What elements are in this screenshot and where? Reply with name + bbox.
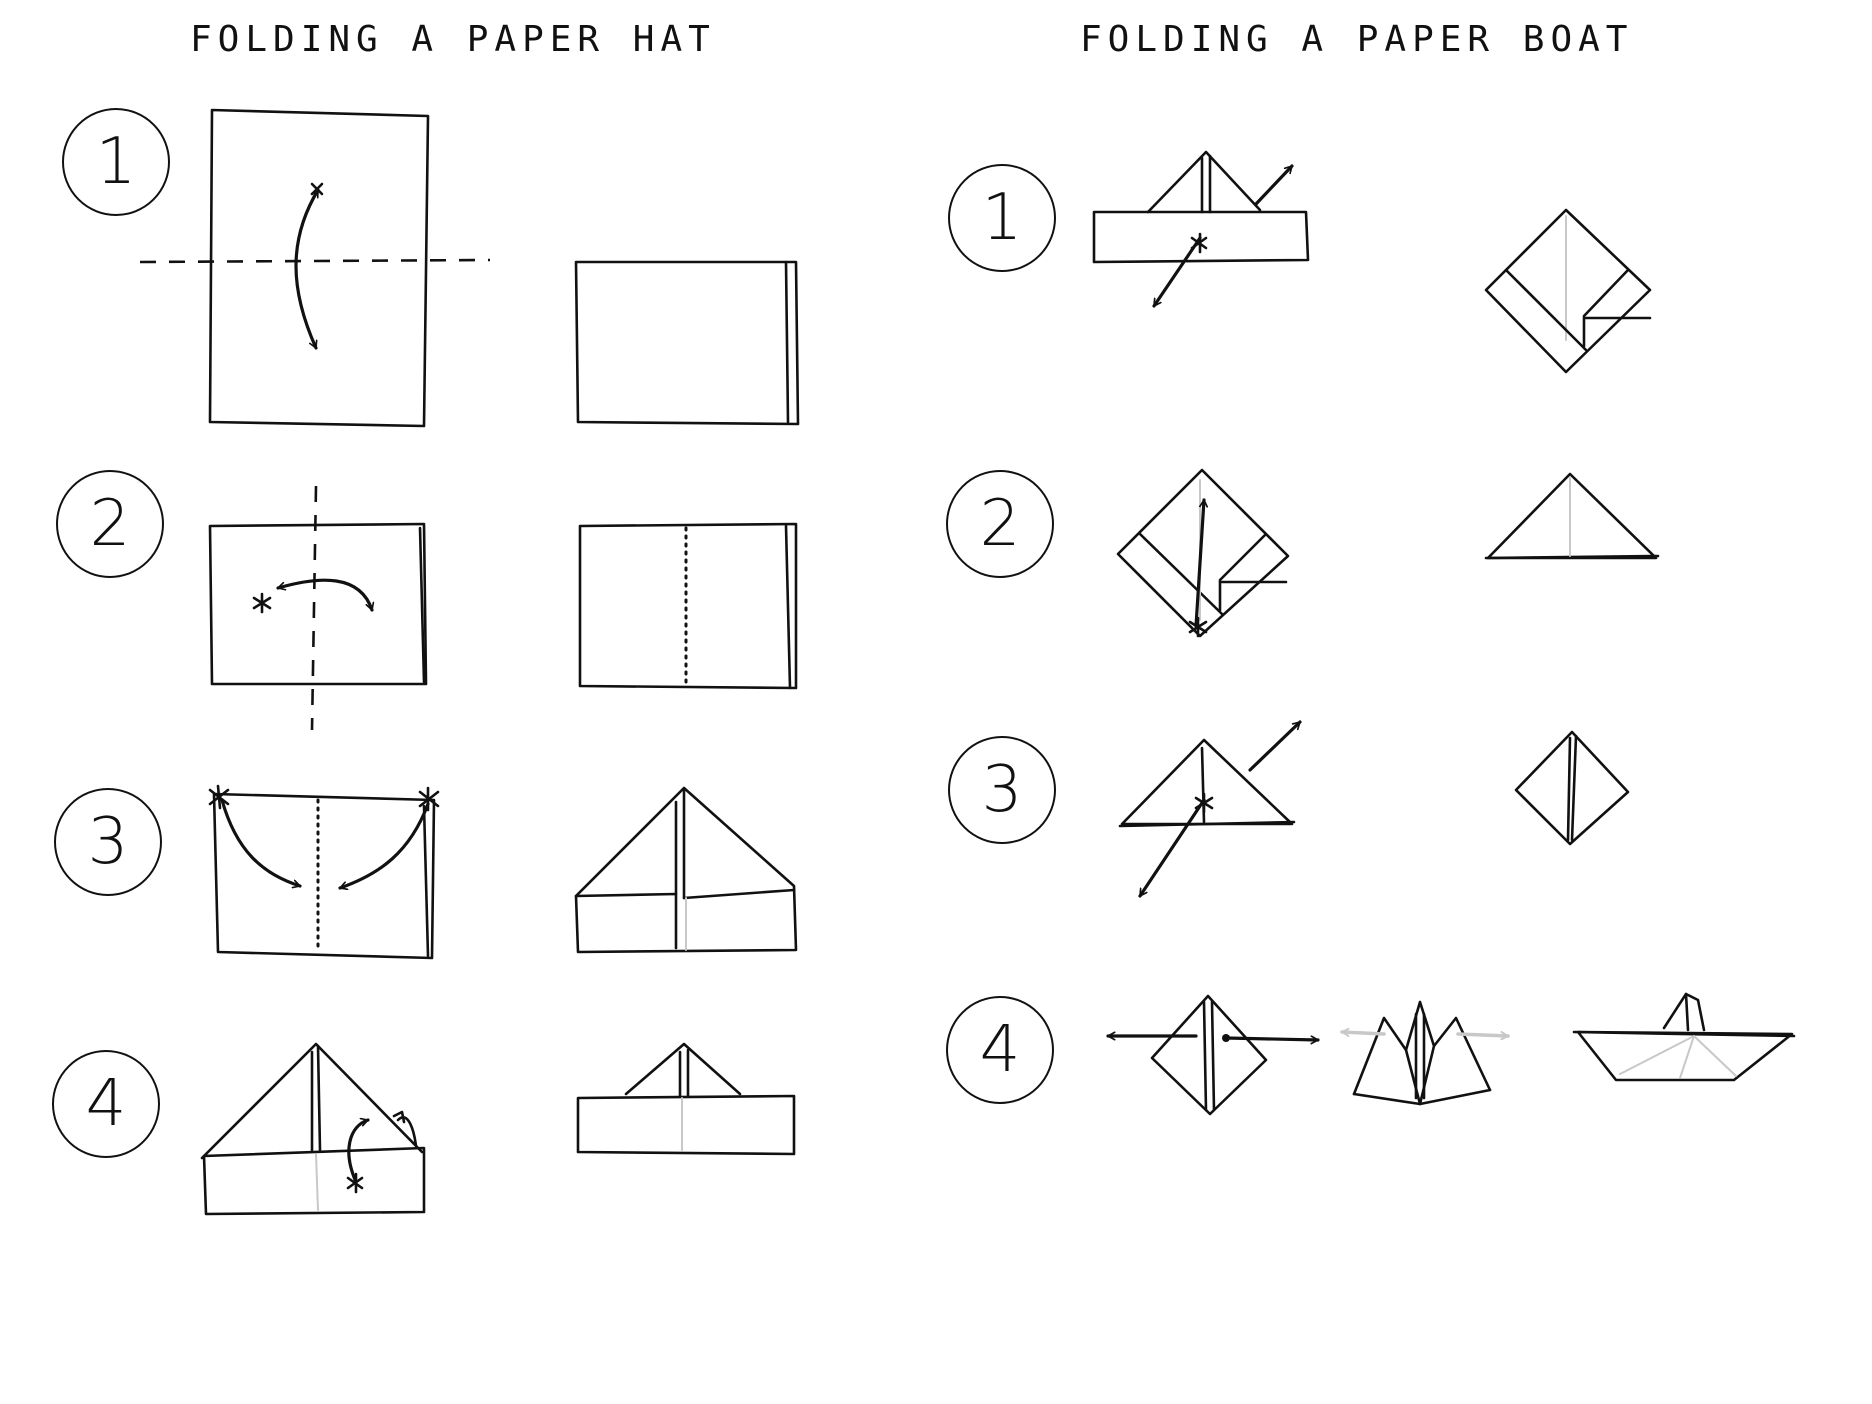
hat-step-3-number: 3 [54,788,162,896]
boat-step-1-hat-diagram [1092,150,1310,308]
boat-step-4-number: 4 [946,996,1054,1104]
hat-step-2-sheet-diagram [208,485,428,731]
boat-step-2-number: 2 [946,470,1054,578]
boat-step-2-diamond-diagram [1116,468,1290,638]
hat-step-2-result-diagram [578,522,798,690]
hat-instructions-title: FOLDING A PAPER HAT [190,19,716,60]
boat-step-3-square-diagram [1514,730,1630,846]
hat-step-3-sheet-diagram [208,784,440,960]
boat-step-1-number: 1 [948,164,1056,272]
boat-step-4-finished-boat-diagram [1572,992,1796,1082]
boat-step-2-triangle-diagram [1484,472,1660,560]
hat-step-1-sheet-diagram [139,108,491,428]
hat-step-4-number: 4 [52,1050,160,1158]
boat-instructions-title: FOLDING A PAPER BOAT [1080,19,1634,60]
hat-step-2-number: 2 [56,470,164,578]
boat-step-1-result-diagram [1484,208,1652,374]
hat-step-4-result-diagram [576,1042,796,1156]
boat-step-3-number: 3 [948,736,1056,844]
hat-step-1-number: 1 [62,108,170,216]
hat-step-3-result-diagram [574,786,798,954]
boat-step-4-opening-diagram [1340,1000,1510,1106]
boat-step-4-pull-diagram [1106,994,1320,1116]
hat-step-4-sheet-diagram [200,1042,426,1216]
boat-step-3-triangle-diagram [1118,720,1302,898]
hat-step-1-result-diagram [574,260,800,426]
